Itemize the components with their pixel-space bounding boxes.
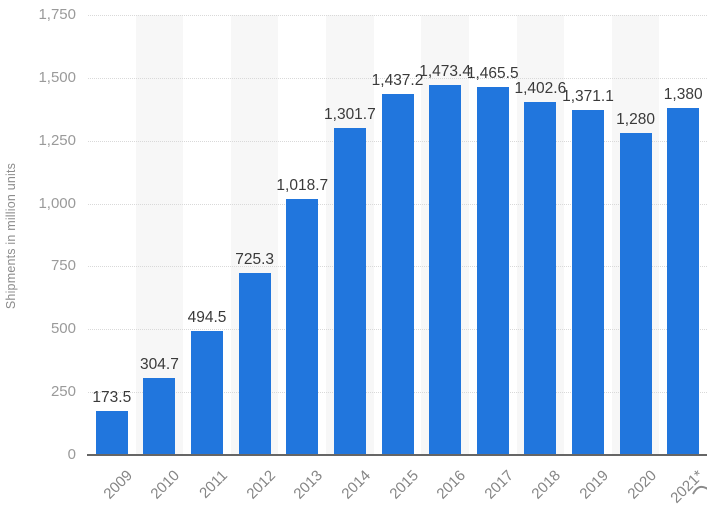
y-tick-label: 750 — [50, 257, 76, 275]
y-tick-label: 1,500 — [38, 68, 76, 86]
bar-value-label: 1,465.5 — [466, 64, 519, 82]
x-tick-label: 2016 — [433, 467, 470, 503]
bar — [333, 127, 366, 455]
bar-value-label: 494.5 — [187, 308, 227, 326]
bar — [571, 110, 604, 455]
bar — [667, 108, 700, 455]
gridline — [88, 77, 707, 79]
x-tick-label: 2010 — [147, 467, 184, 503]
y-tick-label: 0 — [67, 446, 76, 463]
bar-value-label: 725.3 — [235, 250, 275, 268]
bar — [95, 411, 128, 455]
bar-value-label: 1,380 — [663, 86, 703, 104]
bar — [476, 86, 509, 455]
bar — [429, 84, 462, 455]
cropped-text-artifact — [692, 485, 707, 495]
x-tick-label: 2015 — [385, 467, 422, 503]
plot-area: 173.5 304.7 494.5 725.3 1,018.7 1,301.7 1,437.… — [88, 15, 707, 455]
bar — [286, 198, 319, 455]
bar — [191, 330, 224, 455]
bar-value-label: 1,371.1 — [562, 88, 614, 106]
bar-value-label: 1,018.7 — [276, 176, 329, 194]
y-tick-label: 1,250 — [38, 131, 76, 149]
y-tick-label: 250 — [50, 383, 76, 401]
x-tick-label: 2019 — [576, 467, 612, 503]
x-tick-label: 2013 — [290, 467, 327, 503]
y-axis-ticks: 0 250 500 750 1,000 1,250 1,500 1,750 — [0, 0, 76, 507]
bar — [381, 93, 414, 455]
gridline — [88, 15, 707, 16]
x-tick-label: 2011 — [196, 467, 232, 502]
bar-value-label: 1,280 — [616, 111, 655, 129]
y-tick-label: 500 — [50, 320, 76, 338]
x-tick-label: 2017 — [481, 467, 517, 503]
bar — [619, 133, 652, 455]
x-tick-label: 2020 — [623, 467, 660, 503]
y-tick-label: 1,750 — [38, 6, 76, 23]
bar-value-label: 1,301.7 — [324, 105, 376, 123]
bar — [238, 272, 271, 455]
bar — [524, 102, 557, 455]
bar — [143, 378, 176, 455]
bar-value-label: 1,437.2 — [371, 71, 424, 89]
x-tick-label: 2009 — [100, 467, 136, 503]
x-axis: 2009 2010 2011 2012 2013 2014 2015 2016 2017 2018… — [88, 455, 707, 507]
bar-value-label: 304.7 — [140, 356, 179, 374]
bar-value-label: 173.5 — [92, 389, 132, 407]
x-tick-label: 2018 — [528, 467, 565, 503]
x-tick-label: 2014 — [338, 467, 374, 503]
x-axis-baseline — [87, 454, 707, 456]
x-tick-label: 2012 — [243, 467, 279, 503]
bar-value-label: 1,402.6 — [514, 80, 567, 98]
bar-value-label: 1,473.4 — [419, 62, 471, 80]
y-tick-label: 1,000 — [38, 194, 76, 212]
